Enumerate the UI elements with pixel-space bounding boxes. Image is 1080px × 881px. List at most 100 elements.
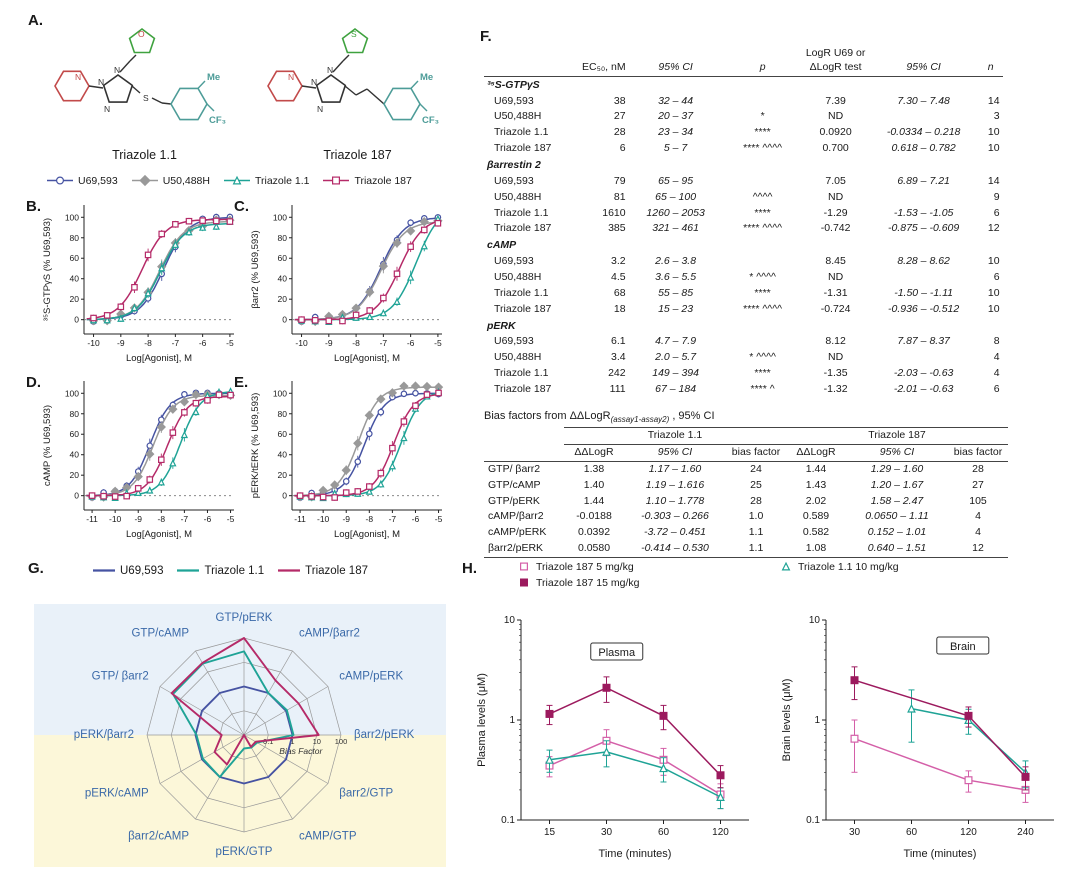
bias-table-title: Bias factors from ΔΔLogR(assay1-assay2) … bbox=[484, 410, 1078, 424]
bias-cell: -3.72 – 0.451 bbox=[644, 526, 706, 539]
svg-text:-10: -10 bbox=[317, 514, 330, 524]
tableF-cell: 67 – 184 bbox=[655, 383, 697, 396]
bias-cell: cAMP/βarr2 bbox=[488, 510, 544, 523]
svg-text:80: 80 bbox=[278, 409, 288, 419]
svg-text:60: 60 bbox=[278, 253, 288, 263]
tableF-cell: **** ^^^^ bbox=[743, 142, 783, 155]
tableF-cell: * ^^^^ bbox=[749, 271, 776, 284]
tableF-cell: 6 bbox=[993, 383, 1000, 396]
legend-label: Triazole 187 15 mg/kg bbox=[536, 576, 640, 589]
svg-text:10: 10 bbox=[809, 615, 821, 626]
bias-row: cAMP/pERK 0.0392 -3.72 – 0.451 1.1 0.582 0.15… bbox=[484, 525, 1008, 541]
svg-text:-7: -7 bbox=[181, 514, 189, 524]
tableF-cell: Triazole 1.1 bbox=[494, 126, 549, 139]
bias-cell: -0.303 – 0.266 bbox=[641, 510, 709, 523]
tableF-cell: **** ^^^^ bbox=[743, 302, 783, 315]
panel-a-structures: N N N N O S Me CF₃ N N N N S Me bbox=[42, 16, 472, 146]
tableF-cell: Triazole 1.1 bbox=[494, 286, 549, 299]
tableF-cell: 3.4 bbox=[611, 351, 626, 364]
bias-cell: 0.589 bbox=[802, 510, 830, 523]
tableF-cell: 4 bbox=[993, 367, 1000, 380]
plot-barr2: -10 -9 -8 -7 -6 -5 0 20 40 60 80 100 Log[Agonist], M… bbox=[250, 205, 443, 364]
bias-cell: 0.0580 bbox=[564, 541, 624, 558]
tableF-cell: 4.5 bbox=[611, 271, 626, 284]
svg-text:0: 0 bbox=[74, 315, 79, 325]
tableF-row: Triazole 187 18 15 – 23 **** ^^^^ -0.724 -0.9… bbox=[484, 302, 1003, 318]
bias-cell: -0.414 – 0.530 bbox=[624, 541, 726, 558]
svg-text:-7: -7 bbox=[172, 338, 180, 348]
bias-cell: 1.29 – 1.60 bbox=[870, 462, 924, 475]
svg-text:βarr2/pERK: βarr2/pERK bbox=[354, 729, 415, 741]
tableF-cell: 10 bbox=[987, 126, 1000, 139]
panel-label-h: H. bbox=[462, 560, 477, 577]
svg-text:30: 30 bbox=[849, 827, 861, 838]
atom-n-icon: N bbox=[327, 65, 333, 75]
svg-text:20: 20 bbox=[70, 470, 80, 480]
substituent-me-label: Me bbox=[420, 72, 433, 83]
structure-triazole-1-1: N N N N O S Me CF₃ bbox=[54, 27, 226, 126]
tableF-cell: -1.50 – -1.11 bbox=[894, 286, 953, 299]
bias-row: GTP/cAMP 1.40 1.19 – 1.616 25 1.43 1.20 – 1.6… bbox=[484, 478, 1008, 494]
svg-text:0.1: 0.1 bbox=[806, 815, 820, 826]
tableF-cell: **** bbox=[754, 367, 771, 380]
tableF-cell: 2.0 – 5.7 bbox=[655, 351, 697, 364]
svg-text:40: 40 bbox=[70, 274, 80, 284]
atom-n-icon: N bbox=[311, 77, 317, 87]
tableF-cell: 12 bbox=[987, 222, 1000, 235]
svg-text:20: 20 bbox=[278, 294, 288, 304]
bias-cell: 1.20 – 1.67 bbox=[870, 478, 924, 491]
bias-cell: 24 bbox=[750, 462, 762, 475]
tableF-cell: 8 bbox=[993, 335, 1000, 348]
tableF-cell: 38 bbox=[613, 94, 626, 107]
tableF-row: U69,593 6.1 4.7 – 7.9 8.12 7.87 – 8.37 8 bbox=[484, 334, 1003, 350]
tableF-cell: 18 bbox=[613, 302, 626, 315]
tableF-cell: 14 bbox=[987, 94, 1000, 107]
svg-text:Log[Agonist], M: Log[Agonist], M bbox=[126, 529, 192, 540]
line-marker-icon bbox=[278, 569, 301, 572]
svg-text:Brain: Brain bbox=[950, 641, 976, 653]
legend-pk: Triazole 187 5 mg/kg Triazole 1.1 10 mg/k… bbox=[516, 560, 1076, 589]
tableF-cell bbox=[723, 254, 803, 270]
svg-text:GTP/pERK: GTP/pERK bbox=[216, 612, 273, 624]
tableF-cell: ND bbox=[828, 110, 844, 123]
tableF-cell: 4 bbox=[993, 351, 1000, 364]
svg-text:0.1: 0.1 bbox=[263, 737, 273, 746]
svg-text:Log[Agonist], M: Log[Agonist], M bbox=[334, 529, 400, 540]
bias-cell: 1.1 bbox=[748, 526, 764, 539]
atom-n-icon: N bbox=[98, 77, 104, 87]
svg-text:1: 1 bbox=[509, 715, 515, 726]
bias-cell: 1.0 bbox=[748, 510, 764, 523]
bias-cell: 1.17 – 1.60 bbox=[648, 462, 702, 475]
tableF-cell: U50,488H bbox=[494, 190, 542, 203]
bias-col-header: 95% CI bbox=[624, 444, 726, 462]
tableF-cell: Triazole 187 bbox=[494, 302, 552, 315]
bias-cell: 2.02 bbox=[805, 494, 827, 507]
bias-cell: 4 bbox=[975, 526, 981, 539]
bias-cell: 25 bbox=[750, 478, 762, 491]
svg-text:-9: -9 bbox=[325, 338, 333, 348]
bias-cell: -0.0188 bbox=[576, 510, 612, 523]
legend-item: U69,593 bbox=[92, 564, 163, 577]
tableF-row: Triazole 1.1 242 149 – 394 **** -1.35 -2.03 –… bbox=[484, 366, 1003, 382]
svg-text:-8: -8 bbox=[144, 338, 152, 348]
svg-text:100: 100 bbox=[65, 212, 79, 222]
svg-text:120: 120 bbox=[712, 827, 729, 838]
tableF-cell: 55 – 85 bbox=[658, 286, 694, 299]
plot-perk: -11 -10 -9 -8 -7 -6 -5 0 20 40 60 80 100 Log[Agonist]… bbox=[250, 381, 444, 540]
svg-text:-9: -9 bbox=[117, 338, 125, 348]
tableF-cell: **** bbox=[754, 206, 771, 219]
tableF-cell: 1610 bbox=[602, 206, 626, 219]
bias-cell: 1.40 bbox=[583, 478, 605, 491]
svg-text:0: 0 bbox=[74, 491, 79, 501]
legend-label: Triazole 1.1 bbox=[204, 564, 265, 577]
tableF-cell: -0.0334 – 0.218 bbox=[886, 126, 961, 139]
tableF-cell: 7.30 – 7.48 bbox=[897, 94, 950, 107]
potency-table: EC₅₀, nM 95% CI p LogR U69 or ΔLogR test 95%… bbox=[484, 46, 1003, 398]
tableF-cell: ^^^^ bbox=[752, 190, 773, 203]
tableF-row: U50,488H 81 65 – 100 ^^^^ ND 9 bbox=[484, 190, 1003, 206]
bias-group-header: Triazole 1.1 bbox=[564, 427, 786, 445]
tableF-cell: 0.0920 bbox=[819, 126, 852, 139]
svg-text:-9: -9 bbox=[342, 514, 350, 524]
tableF-cell bbox=[869, 270, 979, 286]
svg-text:15: 15 bbox=[544, 827, 556, 838]
